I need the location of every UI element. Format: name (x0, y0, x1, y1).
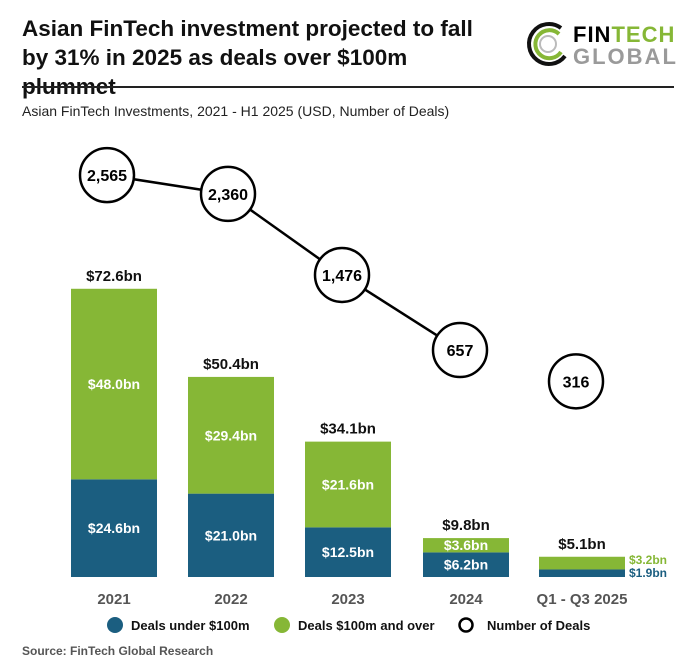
bar-total-label: $34.1bn (320, 421, 376, 438)
x-tick-label: 2022 (214, 591, 247, 608)
bar-100m-and-over (71, 288, 157, 480)
bar-label-under: $6.2bn (444, 557, 488, 573)
deals-label: 657 (447, 343, 474, 360)
logo-fin: FIN (573, 22, 612, 47)
bar-label-over: $21.6bn (322, 476, 374, 492)
bar-label-under: $24.6bn (88, 520, 140, 536)
bar-label-over: $29.4bn (205, 427, 257, 443)
legend-under-swatch (107, 617, 123, 633)
bar-label-under: $12.5bn (322, 544, 374, 560)
bar-under-100m (188, 493, 274, 577)
bar-label-under: $1.9bn (629, 566, 667, 580)
x-tick-label: 2024 (449, 591, 483, 608)
deals-marker (431, 321, 489, 379)
bar-under-100m (423, 552, 509, 577)
source-note: Source: FinTech Global Research (22, 644, 214, 658)
logo-global: GLOBAL (573, 44, 678, 69)
deals-label: 2,565 (87, 168, 127, 185)
legend-under-label: Deals under $100m (131, 618, 250, 633)
deals-marker (547, 353, 605, 410)
deals-marker (313, 246, 371, 304)
bar-total-label: $5.1bn (558, 536, 606, 553)
x-tick-label: 2023 (331, 591, 364, 608)
bar-under-100m (305, 527, 391, 577)
deals-marker (78, 146, 136, 204)
bar-under-100m (539, 569, 625, 577)
bar-label-over: $3.6bn (444, 537, 488, 553)
legend-over-label: Deals $100m and over (298, 618, 435, 633)
title-divider (22, 86, 674, 88)
logo-ring-icon (527, 22, 567, 66)
x-tick-label: Q1 - Q3 2025 (537, 591, 628, 608)
bar-label-over: $3.2bn (629, 553, 667, 567)
bar-under-100m (71, 479, 157, 577)
bar-total-label: $50.4bn (203, 356, 259, 373)
bar-label-over: $48.0bn (88, 376, 140, 392)
deals-label: 316 (563, 374, 590, 391)
deals-label: 2,360 (208, 187, 248, 204)
page-title: Asian FinTech investment projected to fa… (22, 16, 473, 99)
bar-total-label: $72.6bn (86, 268, 142, 285)
bar-label-under: $21.0bn (205, 527, 257, 543)
deals-label: 1,476 (322, 268, 362, 285)
x-tick-label: 2021 (97, 591, 130, 608)
bar-100m-and-over (188, 376, 274, 494)
logo-tech: TECH (611, 22, 676, 47)
legend-deals-swatch (458, 617, 474, 633)
legend-deals-label: Number of Deals (487, 618, 590, 633)
chart-subtitle: Asian FinTech Investments, 2021 - H1 202… (22, 103, 450, 119)
legend-over-swatch (274, 617, 290, 633)
bar-total-label: $9.8bn (442, 517, 490, 534)
fintech-global-logo: FINTECH GLOBAL (525, 20, 685, 70)
bar-100m-and-over (539, 556, 625, 570)
bar-100m-and-over (305, 441, 391, 528)
bar-100m-and-over (423, 538, 509, 553)
deals-marker (199, 165, 257, 223)
